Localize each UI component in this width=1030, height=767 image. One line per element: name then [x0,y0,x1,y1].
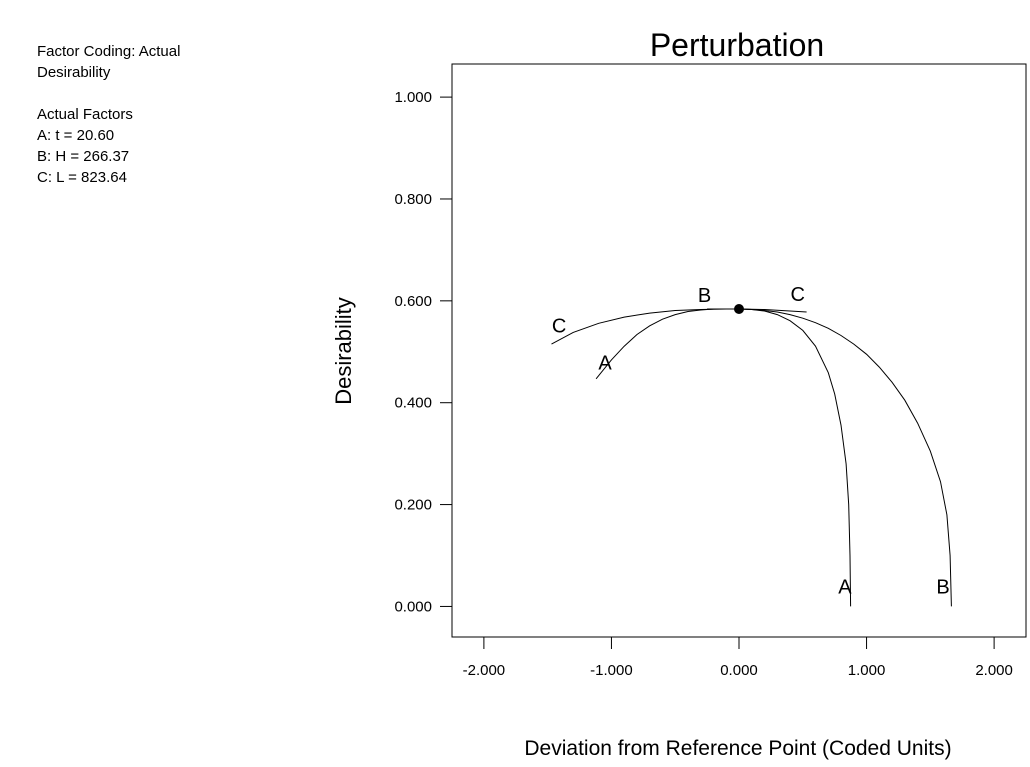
y-tick-label: 0.200 [394,497,432,514]
y-tick-label: 1.000 [394,89,432,106]
reference-point-marker [734,303,744,314]
factor-c-value: C: L = 823.64 [37,169,127,186]
series-c-start-label: C [552,315,566,337]
series-c-line [551,308,807,345]
plot-area-frame [451,63,1027,638]
series-a-end-label: A [838,577,852,599]
series-c-end-label: C [790,284,804,306]
series-layer: A A B B C C [551,284,952,607]
y-axis: 0.000 0.200 0.400 0.600 0.800 1.000 [394,89,452,615]
x-tick-label: 2.000 [975,662,1013,679]
x-tick-label: 1.000 [848,662,886,679]
factor-coding-label: Factor Coding: Actual [37,43,181,60]
x-axis: -2.000 -1.000 0.000 1.000 2.000 [463,637,1013,679]
factor-b-value: B: H = 266.37 [37,148,130,165]
y-tick-label: 0.800 [394,191,432,208]
y-tick-label: 0.600 [394,293,432,310]
series-b-line [707,308,952,607]
series-b-start-label: B [698,285,711,307]
chart-title: Perturbation [650,27,824,63]
series-a-start-label: A [598,353,612,375]
y-tick-label: 0.400 [394,395,432,412]
y-tick-label: 0.000 [394,598,432,615]
x-tick-label: 0.000 [720,662,758,679]
x-axis-label: Deviation from Reference Point (Coded Un… [524,737,951,760]
series-a-line [595,308,852,607]
factor-a-value: A: t = 20.60 [37,127,115,144]
factor-info-panel: Factor Coding: Actual Desirability Actua… [37,41,180,188]
actual-factors-heading: Actual Factors [37,106,133,123]
response-name-label: Desirability [37,64,111,81]
y-axis-label: Desirability [331,297,356,405]
x-tick-label: -1.000 [590,662,633,679]
x-tick-label: -2.000 [463,662,506,679]
series-b-end-label: B [936,577,949,599]
